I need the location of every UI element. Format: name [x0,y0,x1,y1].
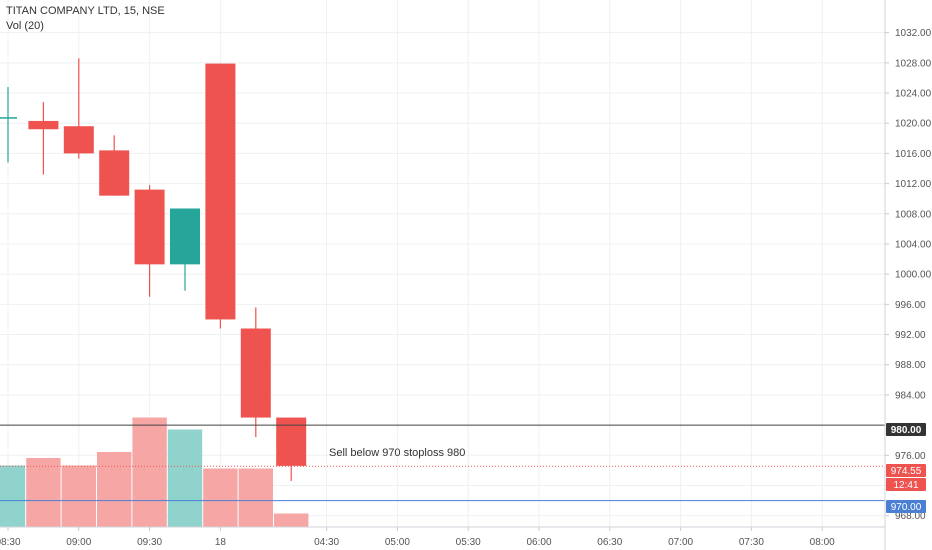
y-tick-label-12: 1016.00 [895,149,932,160]
candle-body-7[interactable] [240,328,271,418]
x-tick-label-3: 18 [215,537,227,548]
last-price-label: 974.55 [886,464,926,477]
volume-bar-5 [167,429,203,527]
x-tick-label-0: 08:30 [0,537,21,548]
candle-body-4[interactable] [134,189,165,265]
candle-body-1[interactable] [28,120,59,130]
price-label-980: 980.00 [886,423,926,436]
y-tick-label-16: 1032.00 [895,28,932,39]
x-tick-label-1: 09:00 [66,537,91,548]
y-tick-label-4: 984.00 [895,390,926,401]
y-tick-label-0: 968.00 [895,511,926,522]
y-tick-label-2: 976.00 [895,451,926,462]
volume-bar-0 [0,465,26,527]
y-tick-label-9: 1004.00 [895,239,932,250]
countdown-text: 12:41 [893,480,918,491]
time-axis[interactable]: 08:30 09:00 09:30 18 04:30 05:00 05:30 06:00 06:… [0,527,835,548]
candle-body-6[interactable] [205,63,236,320]
horizontal-lines [0,424,885,502]
x-tick-label-7: 06:00 [526,537,551,548]
volume-bar-8 [274,513,309,527]
countdown-label: 12:41 [886,478,926,491]
price-candles [0,58,307,481]
x-tick-label-9: 07:00 [668,537,693,548]
x-tick-label-8: 06:30 [597,537,622,548]
chart-legend: TITAN COMPANY LTD, 15, NSE Vol (20) [6,4,165,34]
candle-body-0[interactable] [0,117,17,119]
y-tick-label-14: 1024.00 [895,89,932,100]
annotation-text[interactable]: Sell below 970 stoploss 980 [329,447,465,459]
y-tick-label-10: 1008.00 [895,209,932,220]
x-tick-label-10: 07:30 [739,537,764,548]
price-label-970-text: 970.00 [891,502,922,513]
y-tick-label-8: 1000.00 [895,270,932,281]
volume-bar-2 [61,465,96,527]
volume-bar-1 [26,458,61,527]
y-tick-label-6: 992.00 [895,330,926,341]
candle-body-5[interactable] [170,208,200,265]
candle-body-3[interactable] [99,150,130,196]
y-tick-label-11: 1012.00 [895,179,932,190]
x-tick-label-2: 09:30 [137,537,162,548]
volume-bars [0,417,309,527]
x-tick-label-4: 04:30 [314,537,339,548]
last-price-text: 974.55 [891,466,922,477]
candle-body-2[interactable] [63,126,94,154]
price-axis[interactable]: 968.00972.00976.00984.00988.00992.00996.… [885,28,932,522]
volume-bar-6 [203,468,238,527]
x-tick-label-6: 05:30 [456,537,481,548]
volume-indicator-label[interactable]: Vol (20) [6,20,44,32]
y-tick-label-15: 1028.00 [895,58,932,69]
y-tick-label-5: 988.00 [895,360,926,371]
volume-bar-4 [132,417,167,527]
candle-body-8[interactable] [276,417,307,466]
y-tick-label-13: 1020.00 [895,119,932,130]
volume-bar-3 [97,452,132,527]
price-label-980-text: 980.00 [891,425,922,436]
symbol-title[interactable]: TITAN COMPANY LTD, 15, NSE [6,5,165,17]
volume-bar-7 [238,468,273,527]
x-tick-label-5: 05:00 [385,537,410,548]
y-tick-label-7: 996.00 [895,300,926,311]
x-tick-label-11: 08:00 [810,537,835,548]
price-label-970: 970.00 [886,500,926,513]
